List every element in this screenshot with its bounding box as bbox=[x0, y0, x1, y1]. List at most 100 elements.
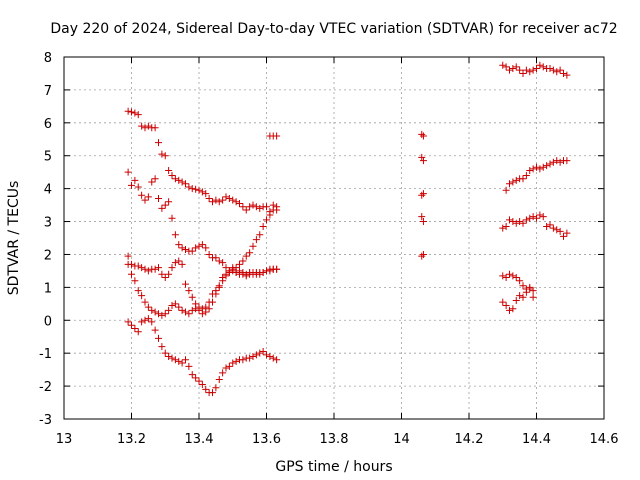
data-point bbox=[192, 185, 200, 193]
data-point bbox=[546, 221, 554, 229]
x-tick-label: 13.2 bbox=[117, 432, 146, 447]
data-point bbox=[239, 203, 247, 211]
data-point bbox=[256, 349, 264, 357]
x-tick-label: 13 bbox=[56, 432, 73, 447]
data-point bbox=[242, 252, 250, 260]
data-point bbox=[198, 380, 206, 388]
y-tick-label: 7 bbox=[44, 84, 52, 99]
x-tick-label: 14 bbox=[393, 432, 410, 447]
data-point bbox=[539, 163, 547, 171]
data-point bbox=[259, 269, 267, 277]
data-point bbox=[202, 190, 210, 198]
data-point bbox=[124, 168, 132, 176]
data-point bbox=[556, 66, 564, 74]
data-point bbox=[553, 68, 561, 76]
data-point bbox=[165, 198, 173, 206]
data-point bbox=[499, 272, 507, 280]
data-point bbox=[124, 318, 132, 326]
data-point bbox=[529, 66, 537, 74]
data-point bbox=[141, 298, 149, 306]
data-point bbox=[269, 206, 277, 214]
data-point bbox=[212, 254, 220, 262]
data-point bbox=[529, 287, 537, 295]
data-point bbox=[506, 306, 513, 314]
data-point bbox=[502, 63, 510, 71]
data-point bbox=[161, 349, 169, 357]
data-point bbox=[175, 176, 183, 184]
data-point bbox=[273, 265, 281, 273]
data-point bbox=[198, 188, 206, 196]
data-point bbox=[165, 167, 173, 175]
data-point bbox=[539, 213, 547, 221]
data-point bbox=[246, 354, 254, 362]
data-point bbox=[138, 292, 146, 300]
data-point bbox=[506, 66, 513, 74]
data-point bbox=[259, 222, 267, 230]
data-point bbox=[192, 374, 200, 382]
data-point bbox=[134, 262, 142, 270]
data-point bbox=[195, 242, 203, 250]
data-point bbox=[509, 218, 517, 226]
data-point bbox=[536, 165, 544, 173]
data-point bbox=[185, 310, 193, 318]
data-point bbox=[165, 306, 173, 314]
data-point bbox=[252, 351, 260, 359]
data-point bbox=[151, 265, 159, 273]
data-point bbox=[141, 124, 149, 132]
data-point bbox=[419, 132, 427, 140]
x-tick-label: 13.6 bbox=[252, 432, 281, 447]
data-point bbox=[144, 122, 152, 130]
data-point bbox=[242, 206, 250, 214]
data-point bbox=[556, 227, 564, 235]
data-point bbox=[165, 270, 173, 278]
data-point bbox=[178, 244, 186, 252]
data-point bbox=[219, 259, 227, 267]
data-point bbox=[273, 203, 281, 211]
data-point bbox=[161, 201, 169, 209]
data-point bbox=[533, 214, 540, 222]
data-point bbox=[124, 252, 132, 260]
data-point bbox=[198, 310, 206, 318]
data-point bbox=[128, 181, 135, 189]
data-point bbox=[141, 196, 149, 204]
data-point bbox=[128, 270, 135, 278]
y-tick-label: 1 bbox=[44, 281, 52, 296]
data-point bbox=[502, 301, 510, 309]
data-point bbox=[418, 130, 426, 138]
x-tick-labels: 13 13.2 13.4 13.6 13.8 14 14.2 14.4 14.6 bbox=[56, 432, 619, 447]
data-point bbox=[506, 180, 513, 188]
data-point bbox=[539, 63, 547, 71]
data-point bbox=[158, 270, 166, 278]
data-point bbox=[553, 226, 561, 234]
data-point bbox=[509, 65, 517, 73]
data-point bbox=[232, 269, 240, 277]
data-point bbox=[212, 384, 220, 392]
grid-lines bbox=[64, 57, 604, 419]
data-point bbox=[506, 216, 513, 224]
data-point bbox=[502, 273, 510, 281]
data-point bbox=[158, 343, 166, 351]
data-point bbox=[516, 218, 524, 226]
data-point bbox=[128, 321, 135, 329]
data-point bbox=[161, 152, 169, 160]
data-point bbox=[418, 191, 426, 199]
data-point bbox=[418, 252, 426, 260]
data-point bbox=[141, 316, 149, 324]
y-tick-label: 3 bbox=[44, 216, 52, 231]
data-point bbox=[533, 65, 540, 73]
data-point bbox=[522, 288, 530, 296]
data-point bbox=[529, 165, 537, 173]
x-tick-label: 14.2 bbox=[455, 432, 484, 447]
data-point bbox=[252, 203, 260, 211]
data-point bbox=[165, 352, 173, 360]
data-point bbox=[522, 66, 530, 74]
data-point bbox=[549, 224, 557, 232]
data-point bbox=[269, 354, 277, 362]
data-point bbox=[263, 216, 270, 224]
data-point bbox=[563, 71, 571, 79]
data-point bbox=[195, 306, 203, 314]
data-point bbox=[178, 178, 186, 186]
data-point bbox=[259, 348, 267, 356]
data-point bbox=[161, 273, 169, 281]
y-tick-label: 8 bbox=[44, 51, 52, 66]
